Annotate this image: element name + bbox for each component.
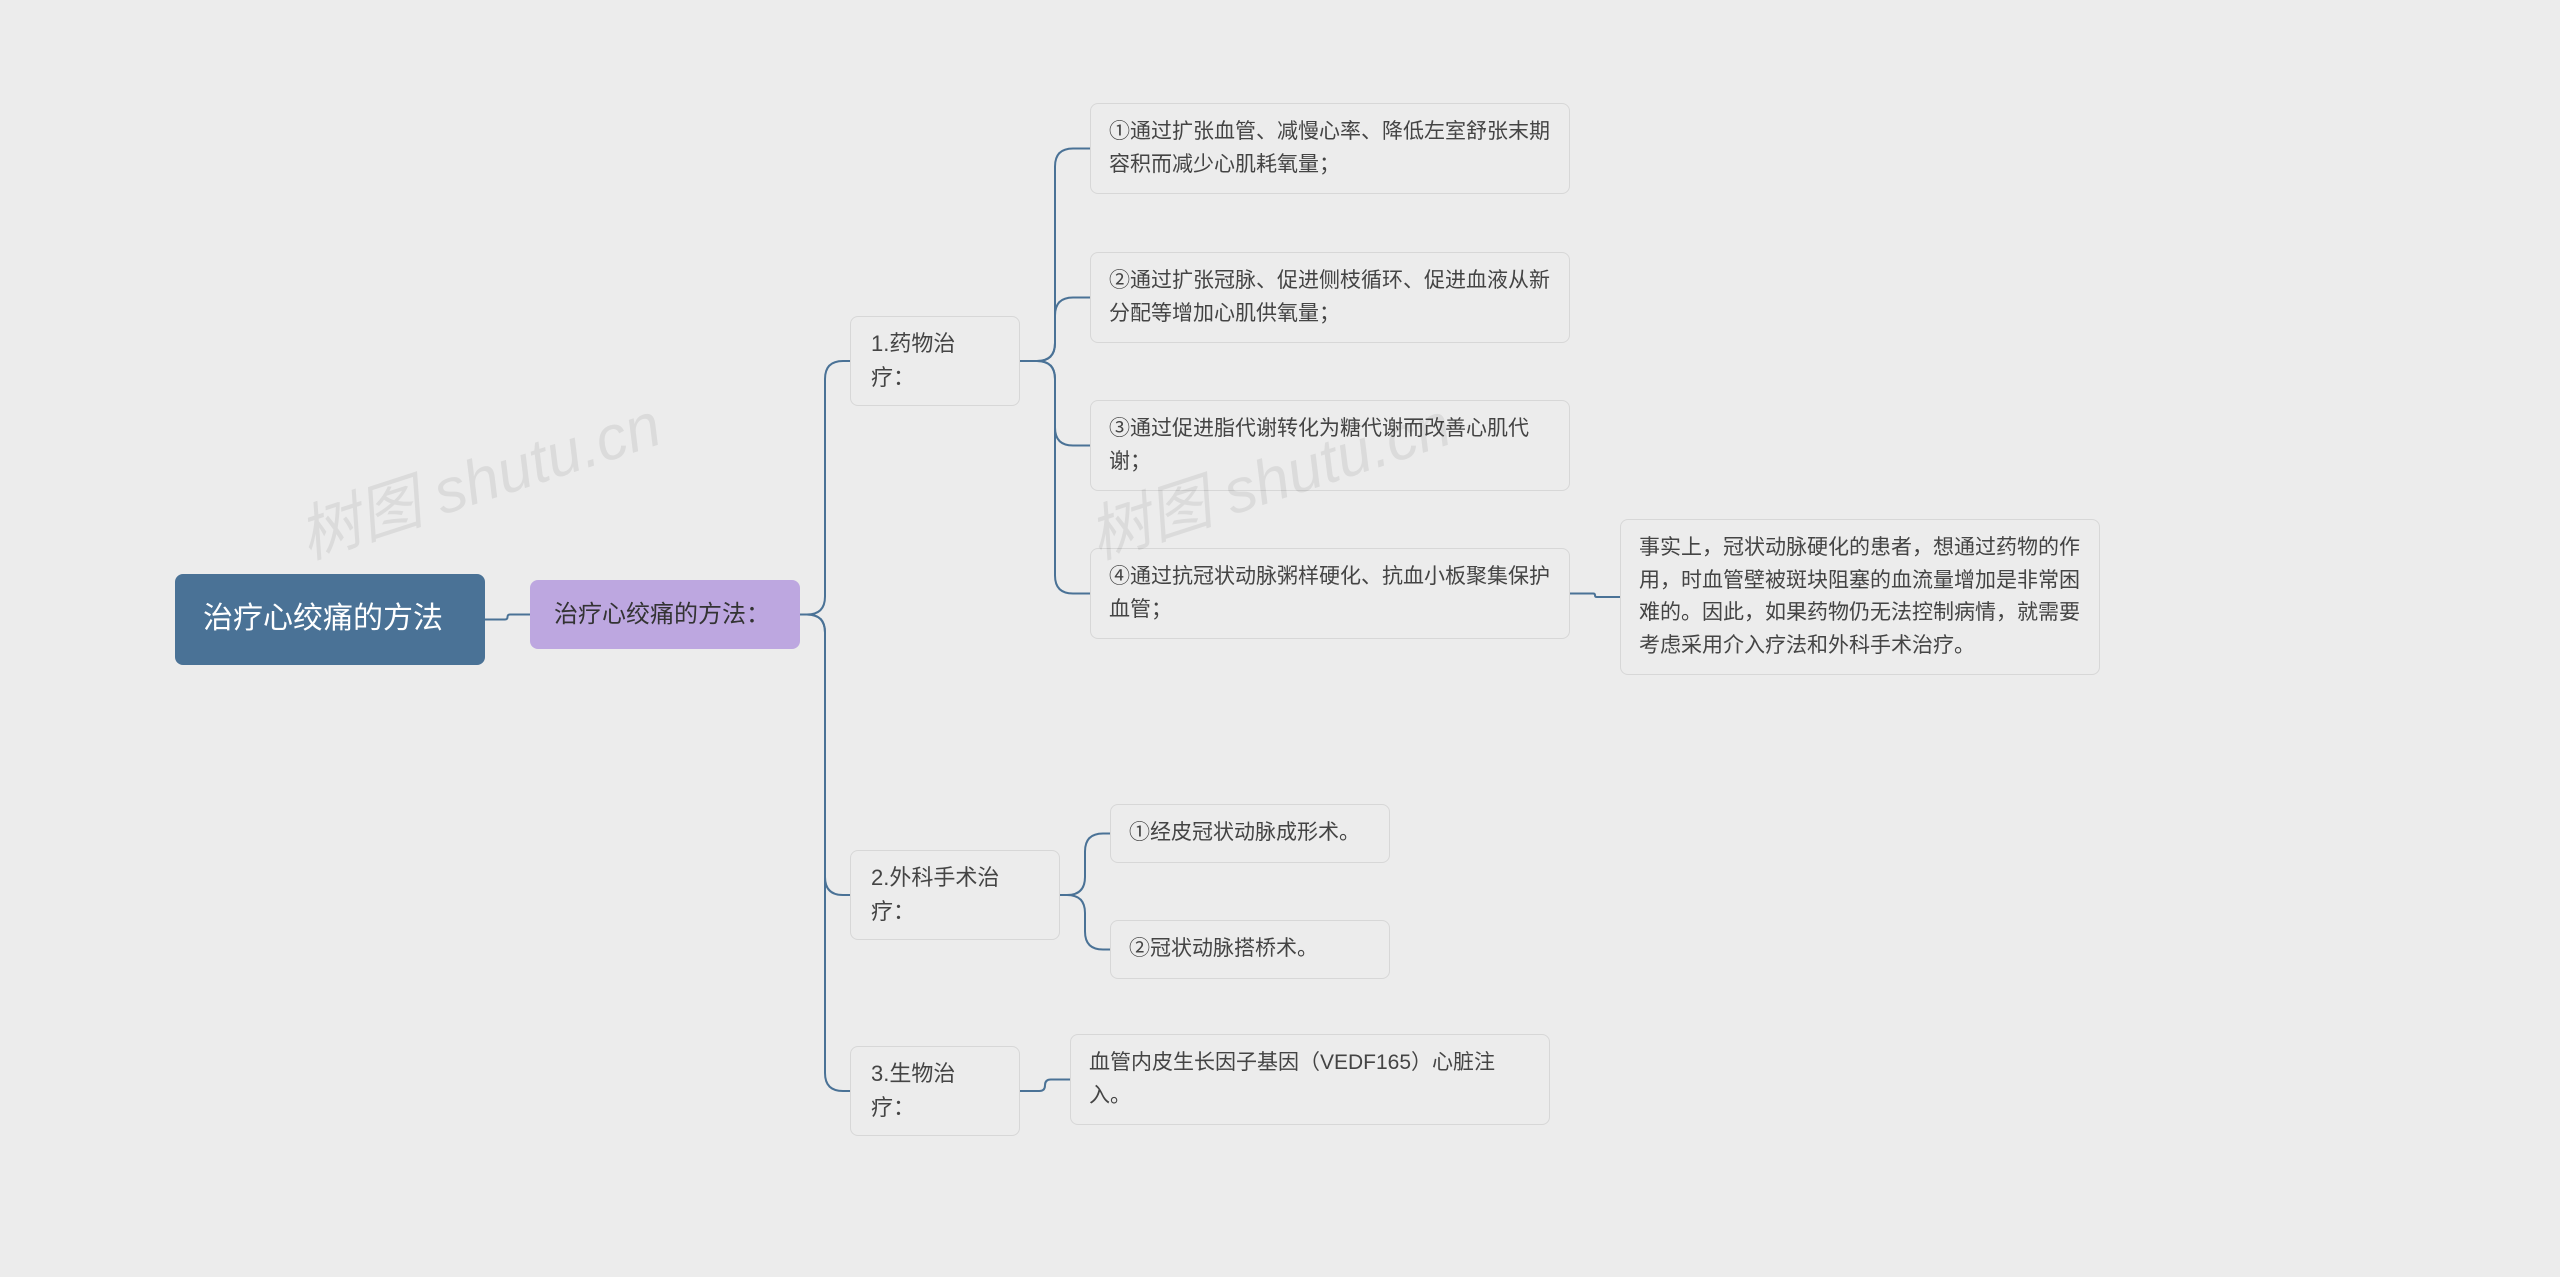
leaf-text: 事实上，冠状动脉硬化的患者，想通过药物的作用，时血管壁被斑块阻塞的血流量增加是非… (1639, 532, 2081, 662)
mindmap-leaf: ④通过抗冠状动脉粥样硬化、抗血小板聚集保护血管； (1090, 548, 1570, 639)
mindmap-category-biological: 3.生物治疗： (850, 1046, 1020, 1136)
mindmap-leaf: ③通过促进脂代谢转化为糖代谢而改善心肌代谢； (1090, 400, 1570, 491)
cat-label: 3.生物治疗： (871, 1057, 999, 1125)
mindmap-leaf: 血管内皮生长因子基因（VEDF165）心脏注入。 (1070, 1034, 1550, 1125)
mindmap-leaf-detail: 事实上，冠状动脉硬化的患者，想通过药物的作用，时血管壁被斑块阻塞的血流量增加是非… (1620, 519, 2100, 675)
mindmap-leaf: ①经皮冠状动脉成形术。 (1110, 804, 1390, 863)
mindmap-leaf: ②冠状动脉搭桥术。 (1110, 920, 1390, 979)
leaf-text: 血管内皮生长因子基因（VEDF165）心脏注入。 (1089, 1047, 1531, 1112)
sub-label: 治疗心绞痛的方法： (554, 596, 770, 633)
leaf-text: ②通过扩张冠脉、促进侧枝循环、促进血液从新分配等增加心肌供氧量； (1109, 265, 1551, 330)
mindmap-leaf: ①通过扩张血管、减慢心率、降低左室舒张末期容积而减少心肌耗氧量； (1090, 103, 1570, 194)
leaf-text: ④通过抗冠状动脉粥样硬化、抗血小板聚集保护血管； (1109, 561, 1551, 626)
mindmap-category-drug: 1.药物治疗： (850, 316, 1020, 406)
mindmap-root-node: 治疗心绞痛的方法 (175, 574, 485, 665)
cat-label: 1.药物治疗： (871, 327, 999, 395)
leaf-text: ①通过扩张血管、减慢心率、降低左室舒张末期容积而减少心肌耗氧量； (1109, 116, 1551, 181)
mindmap-sub-node: 治疗心绞痛的方法： (530, 580, 800, 649)
mindmap-leaf: ②通过扩张冠脉、促进侧枝循环、促进血液从新分配等增加心肌供氧量； (1090, 252, 1570, 343)
leaf-text: ③通过促进脂代谢转化为糖代谢而改善心肌代谢； (1109, 413, 1551, 478)
leaf-text: ①经皮冠状动脉成形术。 (1129, 817, 1360, 850)
cat-label: 2.外科手术治疗： (871, 861, 1039, 929)
mindmap-category-surgery: 2.外科手术治疗： (850, 850, 1060, 940)
root-label: 治疗心绞痛的方法 (203, 596, 443, 643)
watermark: 树图 shutu.cn (285, 374, 670, 576)
leaf-text: ②冠状动脉搭桥术。 (1129, 933, 1318, 966)
watermark-text: 树图 shutu.cn (291, 390, 670, 572)
